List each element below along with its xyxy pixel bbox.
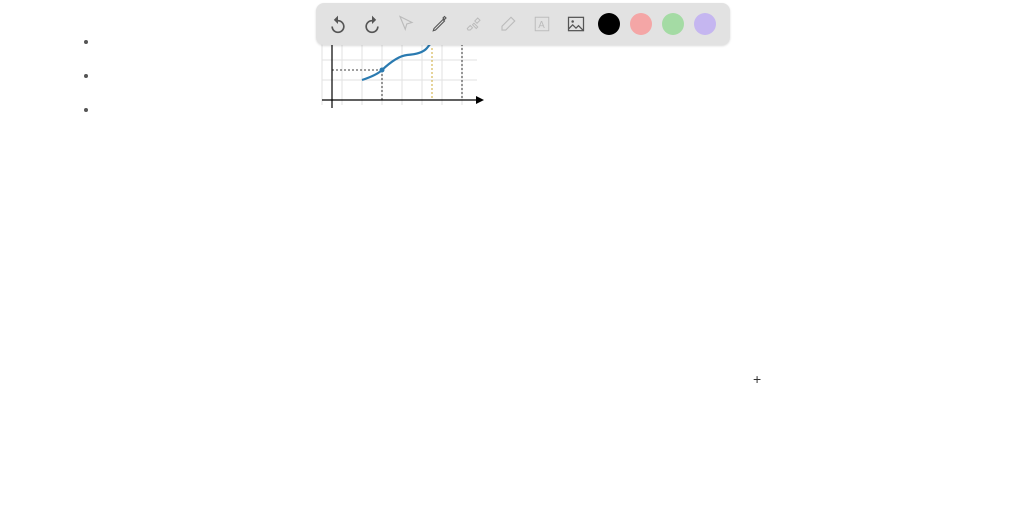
color-purple[interactable] xyxy=(694,13,716,35)
color-black[interactable] xyxy=(598,13,620,35)
svg-text:A: A xyxy=(538,20,545,31)
eraser-icon xyxy=(499,15,517,33)
text-button[interactable]: A xyxy=(530,12,554,36)
image-icon xyxy=(566,14,586,34)
image-button[interactable] xyxy=(564,12,588,36)
undo-icon xyxy=(328,14,348,34)
x-arrow xyxy=(476,96,484,104)
pointer-icon xyxy=(397,15,415,33)
eraser-button[interactable] xyxy=(496,12,520,36)
cursor-indicator: + xyxy=(753,371,761,387)
pen-button[interactable] xyxy=(428,12,452,36)
text-icon: A xyxy=(533,15,551,33)
color-green[interactable] xyxy=(662,13,684,35)
redo-button[interactable] xyxy=(360,12,384,36)
tools-button[interactable] xyxy=(462,12,486,36)
point-a xyxy=(380,68,385,73)
pointer-button[interactable] xyxy=(394,12,418,36)
tools-icon xyxy=(465,15,483,33)
redo-icon xyxy=(362,14,382,34)
undo-button[interactable] xyxy=(326,12,350,36)
drawing-toolbar[interactable]: A xyxy=(316,3,730,45)
handwriting-panel xyxy=(555,0,1024,508)
color-red[interactable] xyxy=(630,13,652,35)
pen-icon xyxy=(431,15,449,33)
